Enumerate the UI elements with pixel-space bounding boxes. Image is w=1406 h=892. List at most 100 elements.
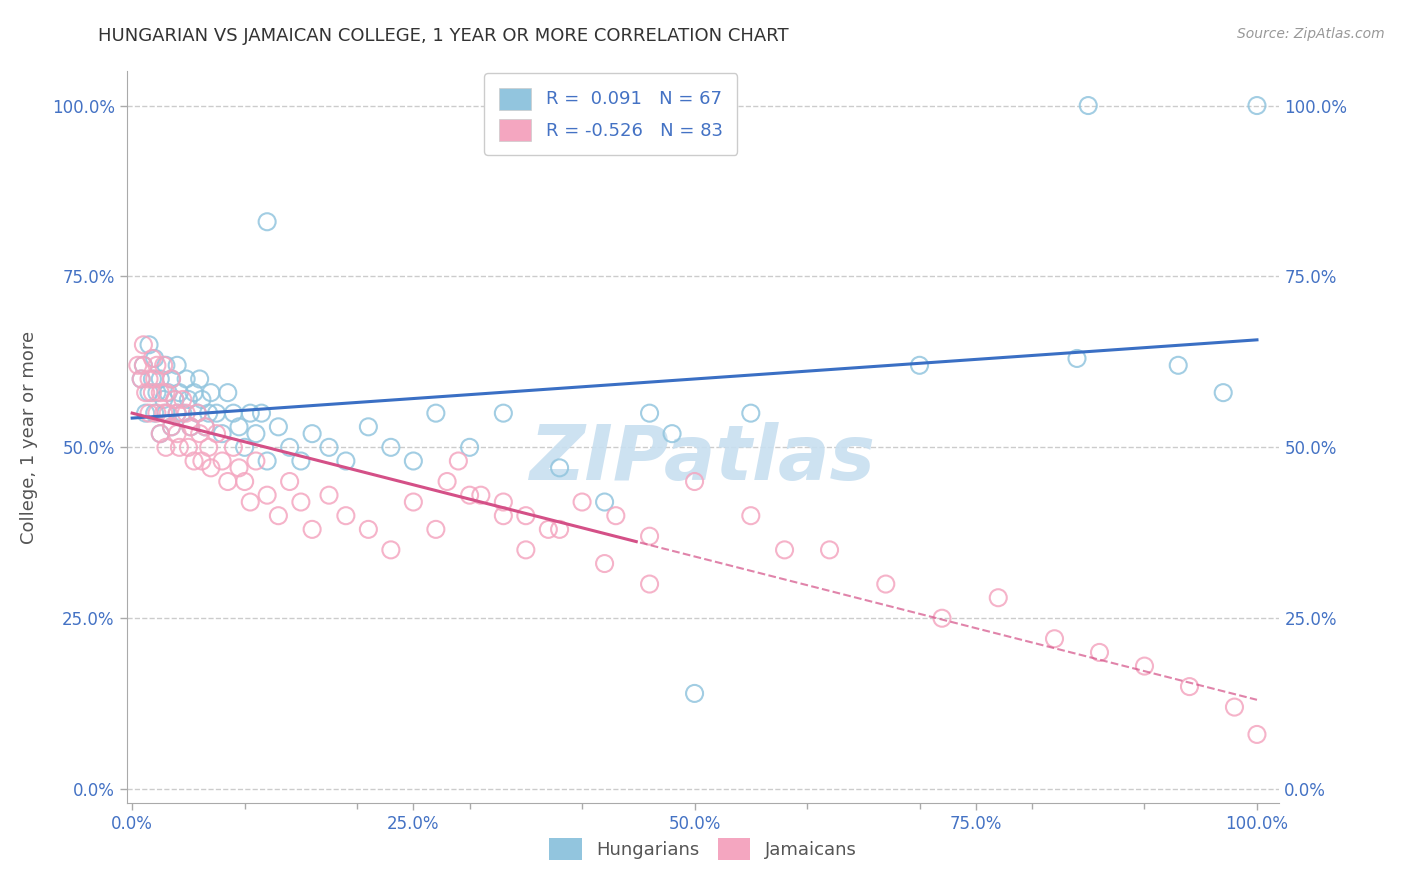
Point — [318, 488, 340, 502]
Legend: Hungarians, Jamaicans: Hungarians, Jamaicans — [543, 830, 863, 867]
Point — [380, 542, 402, 557]
Point — [278, 475, 301, 489]
Point — [141, 385, 163, 400]
Point — [458, 440, 481, 454]
Point — [593, 557, 616, 571]
Point — [186, 406, 208, 420]
Point — [222, 440, 245, 454]
Point — [402, 454, 425, 468]
Point — [1178, 680, 1201, 694]
Point — [174, 406, 197, 420]
Point — [211, 426, 233, 441]
Point — [157, 385, 180, 400]
Point — [143, 351, 166, 366]
Point — [301, 426, 323, 441]
Point — [155, 440, 177, 454]
Point — [143, 372, 166, 386]
Point — [132, 359, 155, 373]
Point — [447, 454, 470, 468]
Point — [908, 359, 931, 373]
Point — [135, 385, 157, 400]
Point — [402, 495, 425, 509]
Point — [177, 440, 200, 454]
Point — [683, 686, 706, 700]
Point — [149, 426, 172, 441]
Point — [436, 475, 458, 489]
Point — [127, 359, 149, 373]
Point — [129, 372, 152, 386]
Point — [773, 542, 796, 557]
Point — [683, 475, 706, 489]
Point — [301, 522, 323, 536]
Point — [335, 508, 357, 523]
Point — [172, 392, 194, 407]
Point — [180, 420, 202, 434]
Point — [177, 392, 200, 407]
Point — [228, 460, 250, 475]
Point — [515, 508, 537, 523]
Point — [205, 406, 228, 420]
Point — [638, 577, 661, 591]
Point — [155, 385, 177, 400]
Point — [1212, 385, 1234, 400]
Point — [250, 406, 273, 420]
Point — [152, 392, 174, 407]
Point — [318, 440, 340, 454]
Point — [152, 406, 174, 420]
Point — [492, 508, 515, 523]
Point — [661, 426, 683, 441]
Point — [267, 420, 290, 434]
Point — [1133, 659, 1156, 673]
Point — [180, 420, 202, 434]
Point — [149, 426, 172, 441]
Point — [290, 454, 312, 468]
Point — [138, 372, 160, 386]
Point — [197, 406, 219, 420]
Point — [987, 591, 1010, 605]
Point — [172, 406, 194, 420]
Text: ZIPatlas: ZIPatlas — [530, 422, 876, 496]
Point — [149, 385, 172, 400]
Point — [138, 385, 160, 400]
Point — [138, 406, 160, 420]
Point — [239, 406, 262, 420]
Point — [335, 454, 357, 468]
Point — [132, 338, 155, 352]
Point — [256, 488, 278, 502]
Point — [186, 406, 208, 420]
Point — [155, 359, 177, 373]
Point — [205, 426, 228, 441]
Point — [256, 215, 278, 229]
Point — [470, 488, 492, 502]
Point — [290, 495, 312, 509]
Point — [425, 406, 447, 420]
Point — [138, 338, 160, 352]
Point — [228, 420, 250, 434]
Point — [183, 385, 205, 400]
Point — [593, 495, 616, 509]
Point — [537, 522, 560, 536]
Point — [818, 542, 841, 557]
Point — [357, 522, 380, 536]
Point — [245, 454, 267, 468]
Point — [143, 406, 166, 420]
Point — [132, 359, 155, 373]
Point — [191, 454, 214, 468]
Text: Source: ZipAtlas.com: Source: ZipAtlas.com — [1237, 27, 1385, 41]
Point — [211, 454, 233, 468]
Point — [166, 359, 188, 373]
Point — [152, 359, 174, 373]
Point — [160, 420, 183, 434]
Point — [169, 385, 191, 400]
Point — [233, 440, 256, 454]
Point — [141, 351, 163, 366]
Point — [1088, 645, 1111, 659]
Point — [197, 440, 219, 454]
Point — [160, 420, 183, 434]
Point — [157, 406, 180, 420]
Point — [217, 385, 239, 400]
Point — [638, 529, 661, 543]
Point — [740, 508, 762, 523]
Point — [1223, 700, 1246, 714]
Point — [548, 522, 571, 536]
